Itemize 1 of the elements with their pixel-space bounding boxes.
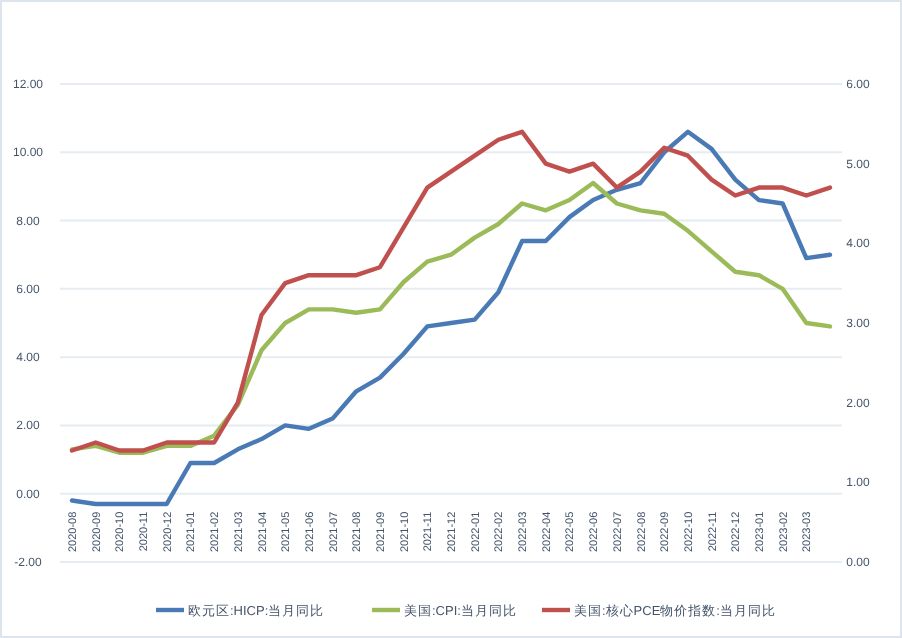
line-series [69, 180, 833, 455]
